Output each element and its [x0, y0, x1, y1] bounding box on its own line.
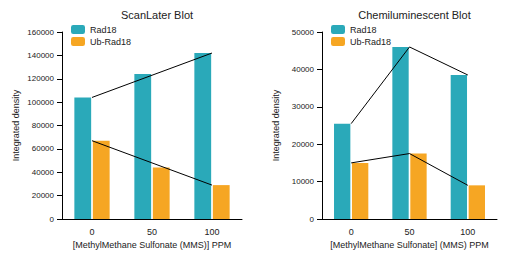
svg-text:100000: 100000 [27, 98, 54, 107]
svg-text:100: 100 [460, 227, 475, 237]
svg-text:100: 100 [204, 227, 219, 237]
svg-text:50000: 50000 [292, 28, 315, 37]
svg-text:[MethylMethane Sulfonate] (MMS: [MethylMethane Sulfonate] (MMS) PPM [330, 240, 489, 250]
svg-text:[MethylMethane Sulfonate (MMS): [MethylMethane Sulfonate (MMS)] PPM [73, 240, 232, 250]
svg-text:120000: 120000 [27, 74, 54, 83]
svg-text:0: 0 [349, 227, 354, 237]
svg-text:Integrated density: Integrated density [271, 89, 281, 161]
svg-text:30000: 30000 [292, 102, 315, 111]
svg-text:50: 50 [147, 227, 157, 237]
svg-text:Rad18: Rad18 [350, 25, 377, 35]
svg-text:Ub-Rad18: Ub-Rad18 [90, 37, 131, 47]
svg-text:140000: 140000 [27, 51, 54, 60]
svg-text:40000: 40000 [32, 168, 55, 177]
svg-text:160000: 160000 [27, 28, 54, 37]
svg-text:0: 0 [89, 227, 94, 237]
svg-text:0: 0 [50, 215, 55, 224]
svg-text:Chemiluminescent Blot: Chemiluminescent Blot [358, 9, 471, 21]
svg-text:Ub-Rad18: Ub-Rad18 [350, 37, 391, 47]
svg-text:ScanLater Blot: ScanLater Blot [121, 9, 193, 21]
svg-text:40000: 40000 [292, 65, 315, 74]
svg-text:60000: 60000 [32, 144, 55, 153]
svg-text:0: 0 [310, 215, 315, 224]
svg-text:80000: 80000 [32, 121, 55, 130]
svg-text:Integrated density: Integrated density [11, 89, 21, 161]
svg-text:20000: 20000 [32, 191, 55, 200]
svg-text:10000: 10000 [292, 177, 315, 186]
svg-text:Rad18: Rad18 [90, 25, 117, 35]
svg-text:20000: 20000 [292, 140, 315, 149]
svg-text:50: 50 [404, 227, 414, 237]
